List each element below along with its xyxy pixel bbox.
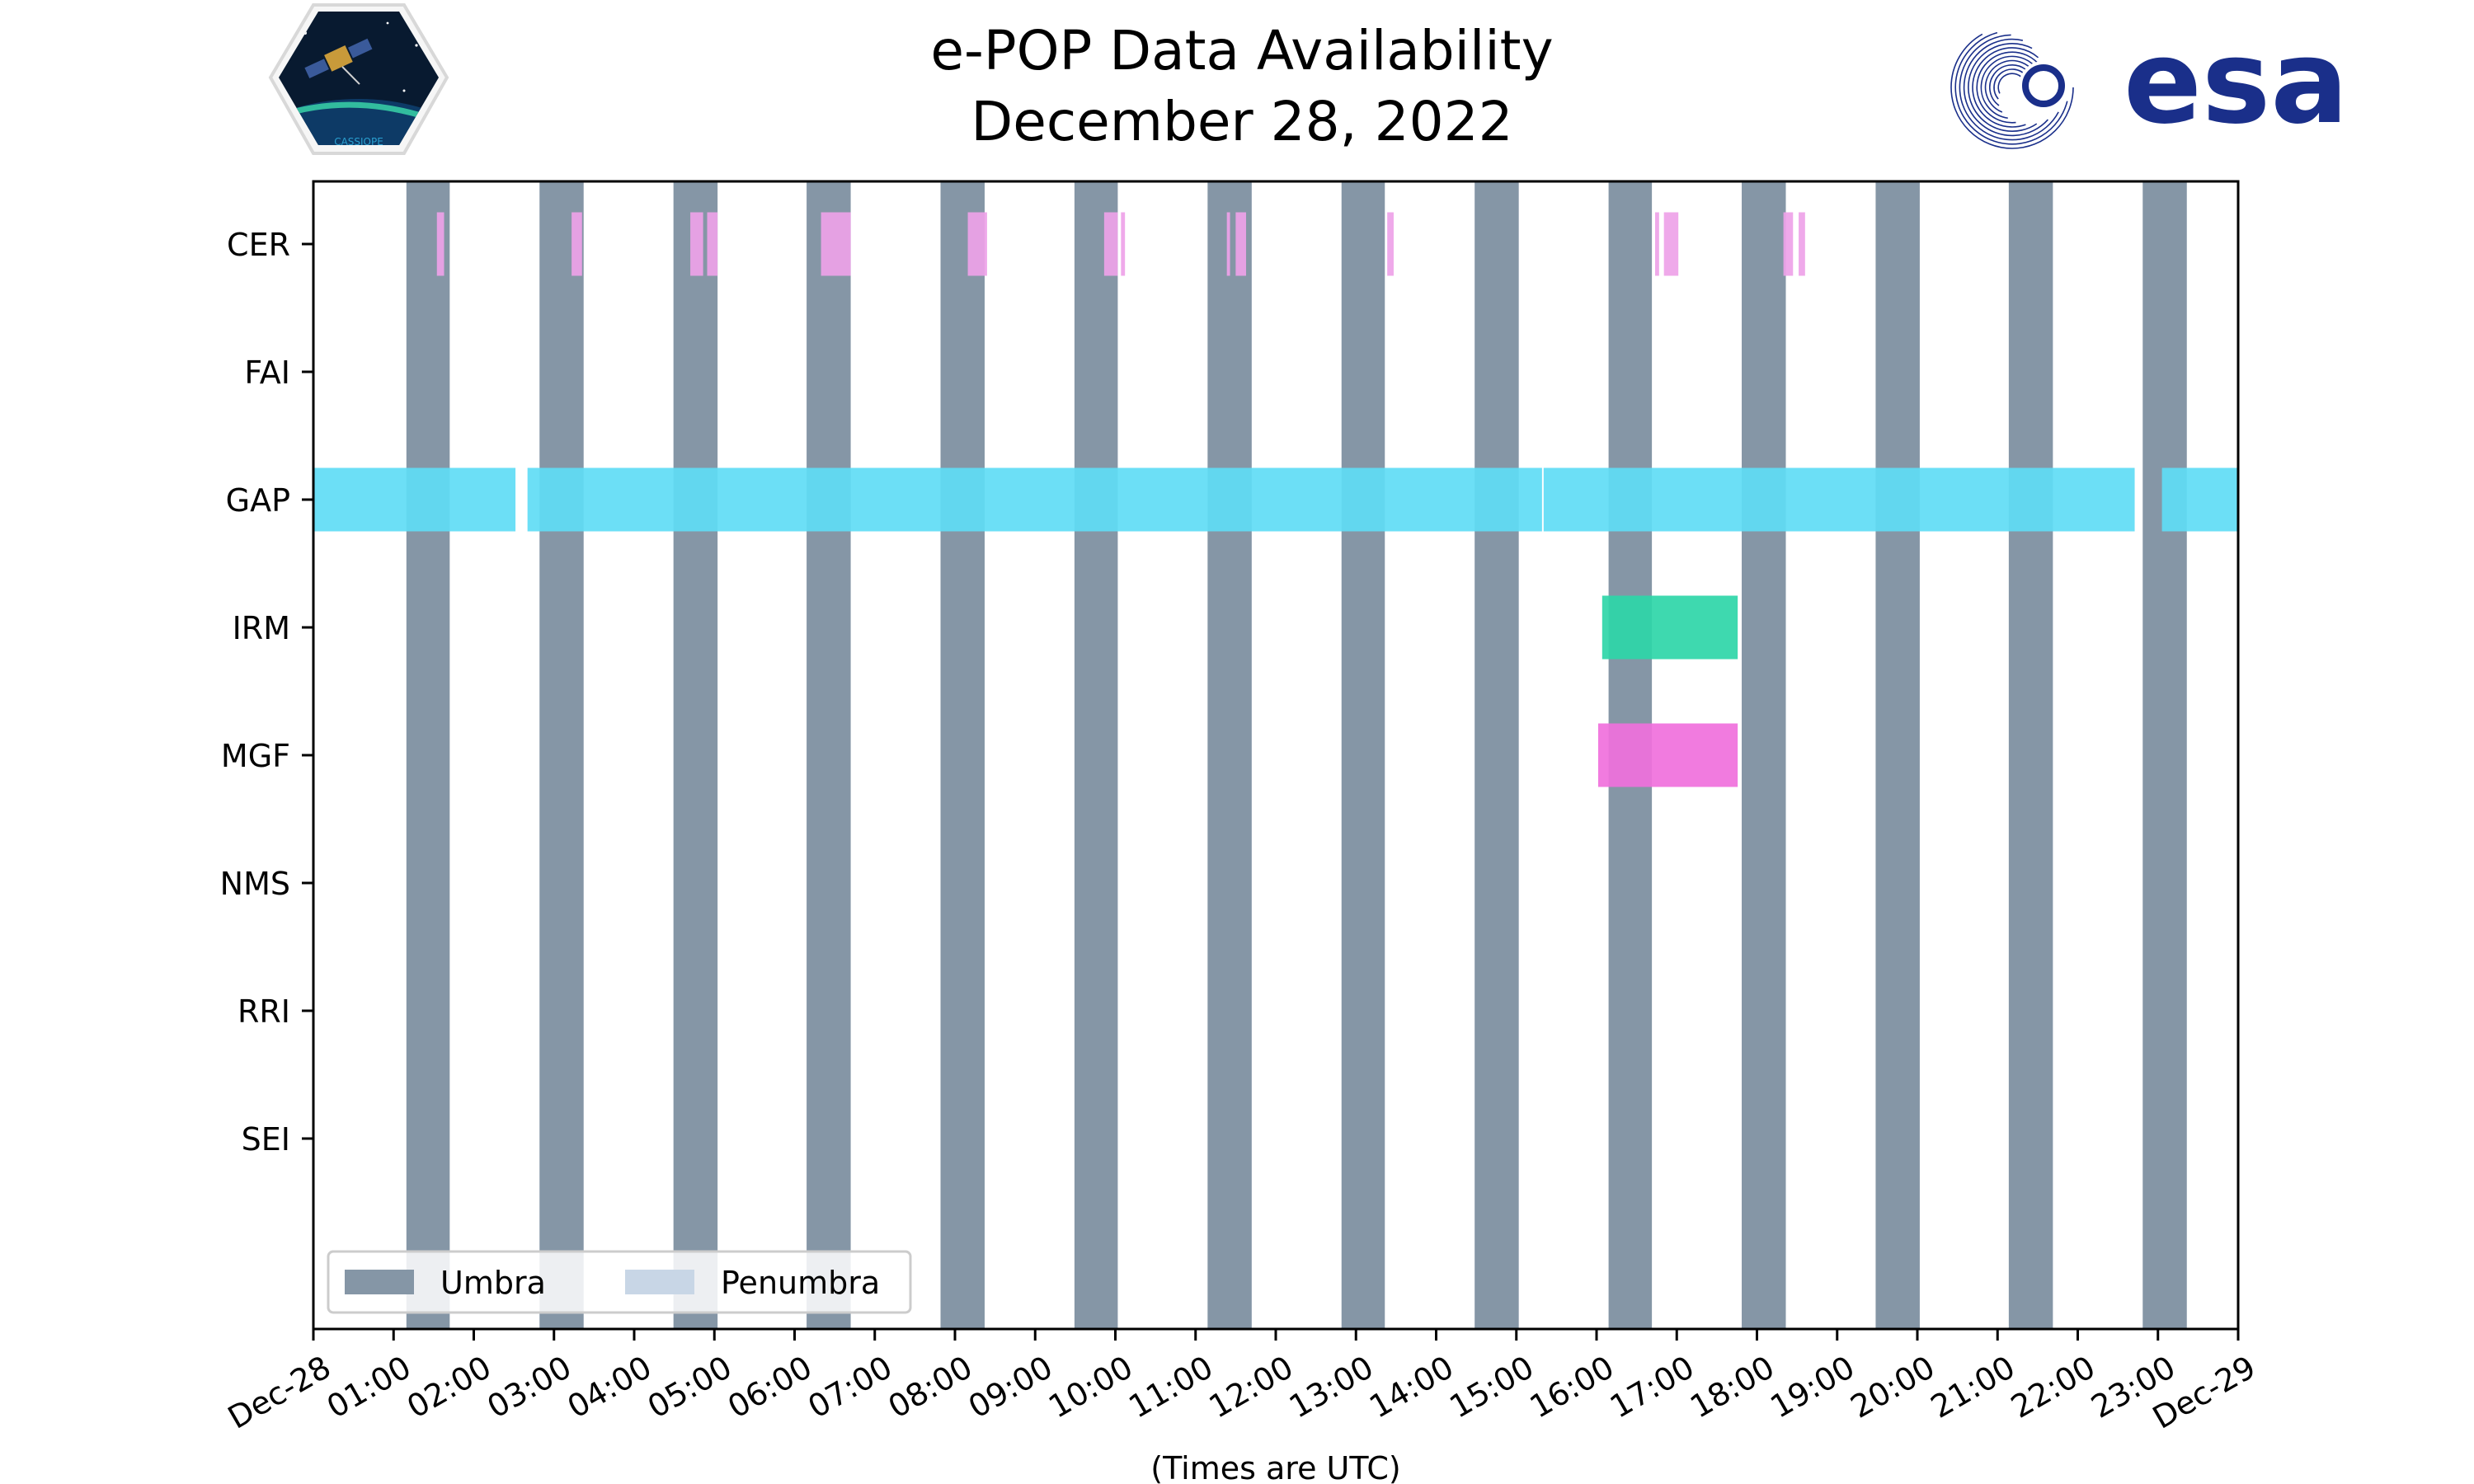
umbra-bar: [807, 181, 851, 1329]
bar-cer: [1226, 212, 1230, 276]
y-tick-label: SEI: [242, 1121, 290, 1158]
bar-gap: [313, 467, 516, 532]
x-tick-label: 13:00: [1283, 1349, 1380, 1425]
umbra-bar: [2142, 181, 2187, 1329]
cassiope-logo: CASSIOPE: [268, 2, 449, 155]
x-tick-label: 01:00: [321, 1349, 417, 1425]
esa-wordmark: esa: [2124, 16, 2349, 150]
x-tick-label: 14:00: [1363, 1349, 1460, 1425]
y-tick-label: GAP: [226, 482, 290, 519]
x-tick-label: 12:00: [1203, 1349, 1300, 1425]
bar-cer: [690, 212, 703, 276]
y-tick-label: IRM: [233, 610, 290, 646]
legend-label-penumbra: Penumbra: [721, 1265, 880, 1301]
esa-swirl-arc: [1959, 34, 2066, 141]
umbra-bar: [539, 181, 584, 1329]
satellite-icon: [304, 38, 373, 85]
umbra-bar: [406, 181, 450, 1329]
x-tick-label: 10:00: [1042, 1349, 1139, 1425]
umbra-bar: [673, 181, 718, 1329]
umbra-bar: [2008, 181, 2053, 1329]
x-axis-label: (Times are UTC): [1150, 1450, 1400, 1484]
bar-cer: [1121, 212, 1126, 276]
bar-cer: [1387, 212, 1394, 276]
x-tick-label: Dec-28: [222, 1349, 336, 1436]
legend: Umbra Penumbra: [327, 1250, 912, 1314]
bar-gap: [1543, 467, 2135, 532]
umbra-bar: [1875, 181, 1920, 1329]
earth-limb: [279, 99, 439, 145]
x-tick-label: 06:00: [722, 1349, 818, 1425]
x-tick-label: 19:00: [1764, 1349, 1860, 1425]
x-tick-label: 18:00: [1684, 1349, 1780, 1425]
y-tick-label: FAI: [244, 355, 290, 391]
bar-cer: [821, 212, 851, 276]
x-tick-label: 07:00: [802, 1349, 898, 1425]
bar-mgf: [1597, 723, 1738, 787]
chart-title-line-1: e-POP Data Availability: [930, 19, 1553, 82]
esa-logo: esa: [1950, 16, 2349, 150]
esa-swirl-icon: [1950, 26, 2074, 149]
bar-gap: [2161, 467, 2238, 532]
plot-frame: [312, 180, 2240, 1331]
y-tick-label: NMS: [220, 866, 290, 902]
esa-swirl-arc: [1968, 43, 2058, 133]
bar-cer: [1783, 212, 1794, 276]
x-axis: Dec-2801:0002:0003:0004:0005:0006:0007:0…: [222, 1329, 2262, 1436]
legend-label-umbra: Umbra: [440, 1265, 546, 1301]
x-tick-label: 02:00: [401, 1349, 497, 1425]
umbra-bar: [1475, 181, 1519, 1329]
legend-swatch-umbra: [345, 1270, 414, 1294]
umbra-bar: [1742, 181, 1786, 1329]
umbra-bar: [1341, 181, 1385, 1329]
x-tick-label: 15:00: [1443, 1349, 1540, 1425]
x-tick-label: 22:00: [2005, 1349, 2101, 1425]
bar-cer: [707, 212, 718, 276]
chart-title-line-2: December 28, 2022: [971, 90, 1512, 153]
umbra-layer: [406, 181, 2187, 1329]
y-tick-label: CER: [227, 227, 290, 263]
bar-cer: [1235, 212, 1247, 276]
bar-cer: [571, 212, 582, 276]
esa-swirl-arc: [1963, 38, 2062, 137]
bar-cer: [1663, 212, 1679, 276]
legend-box: [327, 1250, 912, 1314]
x-tick-label: 11:00: [1122, 1349, 1219, 1425]
bar-cer: [436, 212, 444, 276]
esa-swirl-ring: [2022, 64, 2065, 107]
x-tick-label: 04:00: [562, 1349, 658, 1425]
bar-gap: [527, 467, 1542, 532]
bar-cer: [1654, 212, 1659, 276]
x-tick-label: 08:00: [882, 1349, 979, 1425]
bar-cer: [1103, 212, 1118, 276]
umbra-bar: [940, 181, 985, 1329]
y-tick-label: MGF: [221, 738, 290, 774]
x-tick-label: 20:00: [1845, 1349, 1941, 1425]
x-tick-label: 09:00: [962, 1349, 1059, 1425]
x-tick-label: 05:00: [642, 1349, 738, 1425]
cassiope-wordmark: CASSIOPE: [334, 136, 383, 148]
umbra-bar: [1207, 181, 1252, 1329]
bar-irm: [1602, 595, 1738, 660]
x-tick-label: 16:00: [1524, 1349, 1620, 1425]
esa-swirl-arc: [1950, 26, 2074, 149]
series-layer: [313, 212, 2238, 787]
y-axis: CER FAI GAP IRM MGF NMS RRI SEI: [220, 227, 313, 1158]
y-tick-label: RRI: [238, 993, 290, 1030]
esa-swirl-arc: [1980, 55, 2044, 120]
bar-cer: [967, 212, 987, 276]
x-tick-label: 03:00: [481, 1349, 577, 1425]
x-tick-label: 17:00: [1604, 1349, 1700, 1425]
legend-swatch-penumbra: [625, 1270, 694, 1294]
bar-cer: [1799, 212, 1805, 276]
x-tick-label: 21:00: [1925, 1349, 2021, 1425]
umbra-bar: [1074, 181, 1118, 1329]
